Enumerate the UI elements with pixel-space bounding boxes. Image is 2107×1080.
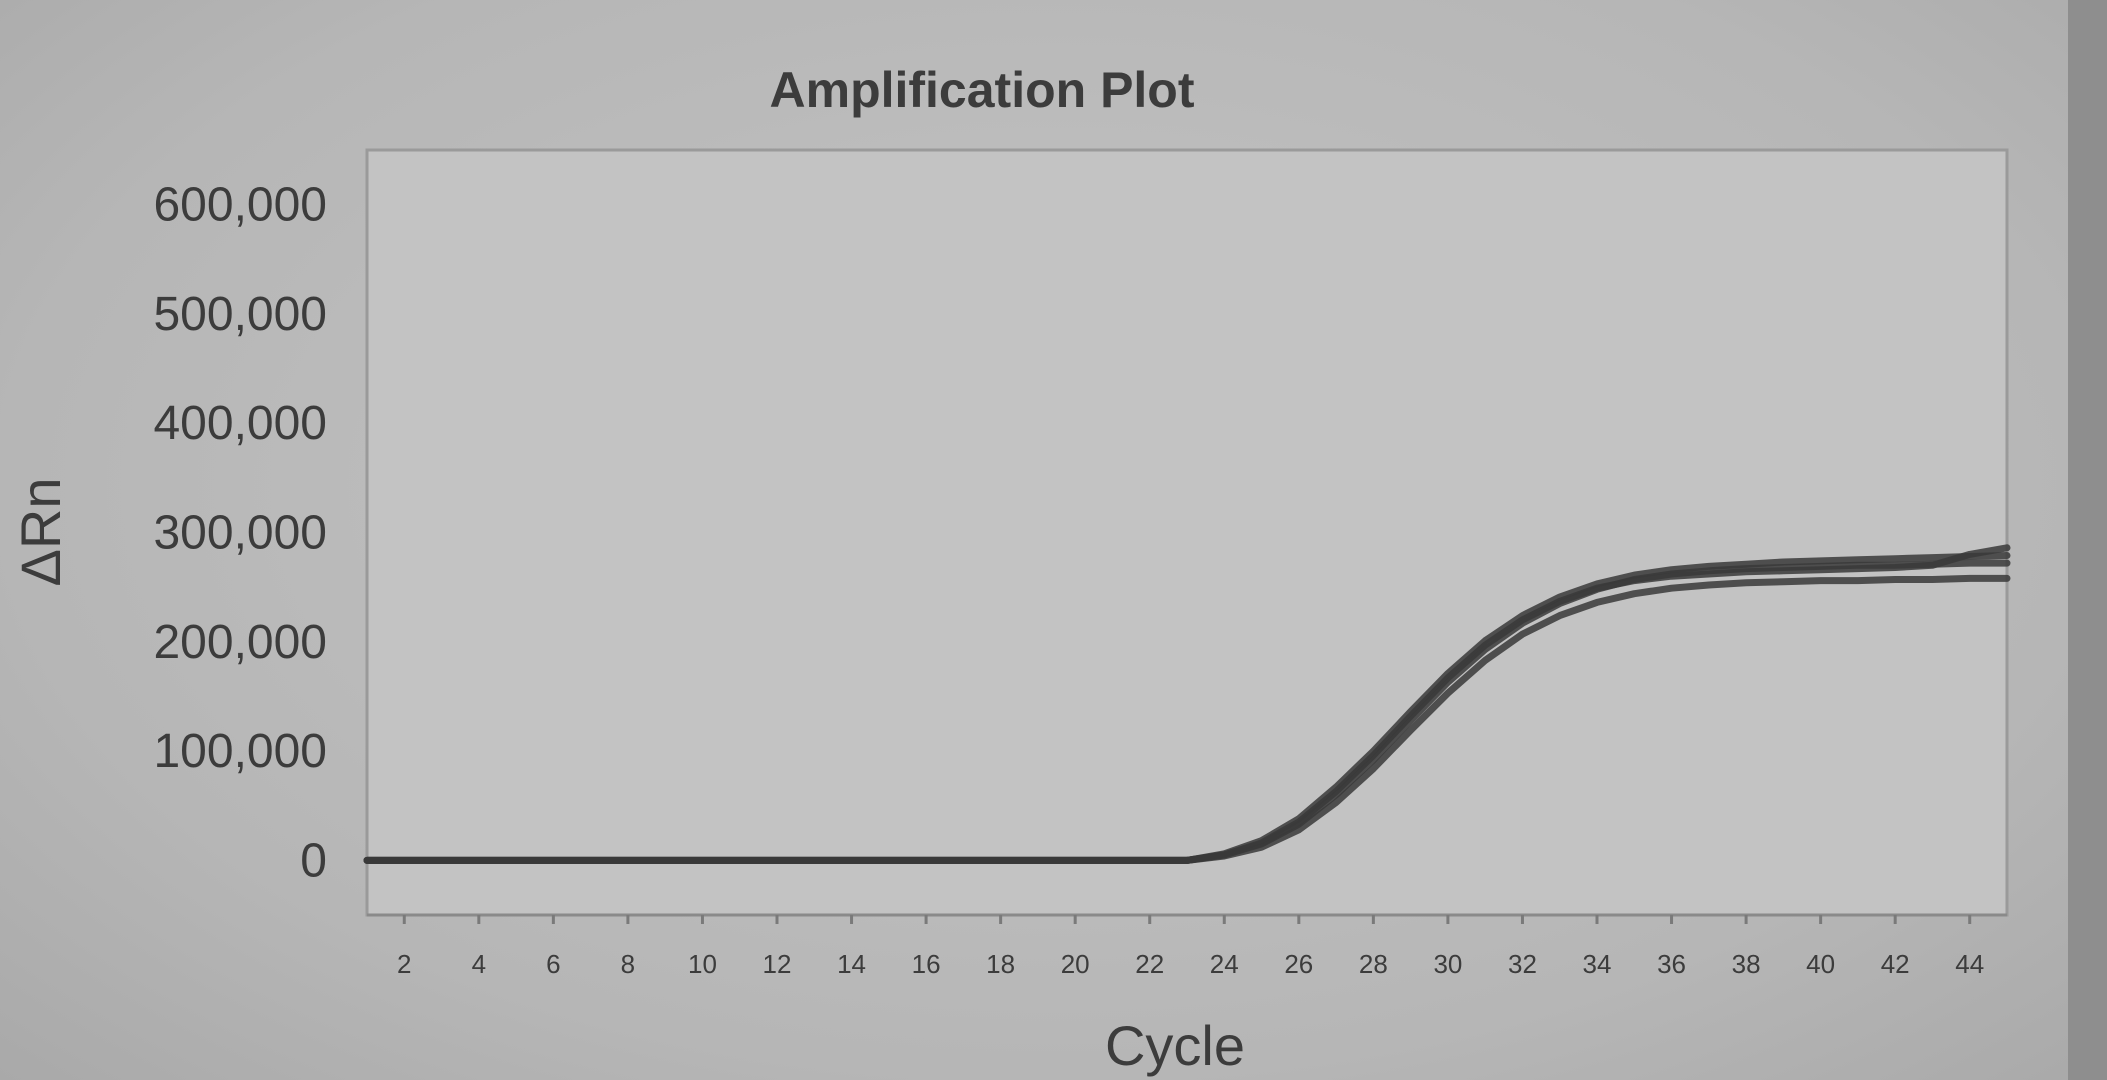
x-tick-label: 26 [1284, 949, 1313, 979]
x-tick-label: 10 [688, 949, 717, 979]
x-tick-label: 20 [1061, 949, 1090, 979]
y-tick-label: 200,000 [153, 616, 327, 669]
x-axis-ticks: 2 4 6 8 10 12 14 16 18 20 22 24 26 28 30 32 34 36 38 40 42 44 [397, 915, 1984, 979]
chart-title: Amplification Plot [770, 62, 1195, 118]
y-axis-label: ΔRn [9, 478, 72, 587]
y-tick-label: 300,000 [153, 507, 327, 560]
x-tick-label: 44 [1955, 949, 1984, 979]
y-tick-label: 400,000 [153, 397, 327, 450]
x-tick-label: 14 [837, 949, 866, 979]
plot-area [365, 148, 2009, 917]
x-tick-label: 18 [986, 949, 1015, 979]
x-tick-label: 8 [621, 949, 635, 979]
y-tick-label: 100,000 [153, 725, 327, 778]
x-tick-label: 30 [1433, 949, 1462, 979]
window-edge [2068, 0, 2107, 1080]
x-tick-label: 2 [397, 949, 411, 979]
x-tick-label: 34 [1583, 949, 1612, 979]
x-tick-label: 16 [912, 949, 941, 979]
y-tick-label: 500,000 [153, 288, 327, 341]
x-tick-label: 4 [472, 949, 486, 979]
x-tick-label: 36 [1657, 949, 1686, 979]
y-tick-label: 600,000 [153, 179, 327, 232]
x-tick-label: 32 [1508, 949, 1537, 979]
x-tick-label: 6 [546, 949, 560, 979]
x-tick-label: 12 [763, 949, 792, 979]
x-axis-label: Cycle [1105, 1014, 1245, 1077]
x-tick-label: 42 [1881, 949, 1910, 979]
x-tick-label: 38 [1732, 949, 1761, 979]
y-tick-label: 0 [300, 834, 327, 887]
y-axis-ticks: 0 100,000 200,000 300,000 400,000 500,000 600,… [153, 179, 327, 888]
amplification-curve-4 [363, 544, 2011, 864]
x-tick-label: 28 [1359, 949, 1388, 979]
x-tick-label: 40 [1806, 949, 1835, 979]
x-tick-label: 22 [1135, 949, 1164, 979]
amplification-curves [363, 544, 2011, 864]
x-tick-label: 24 [1210, 949, 1239, 979]
